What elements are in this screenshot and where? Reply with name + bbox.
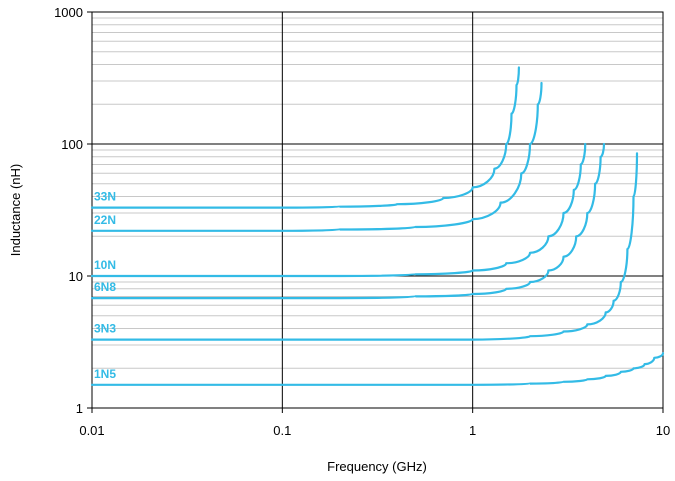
y-axis-tick-labels: 1 10 100 1000 bbox=[54, 5, 83, 416]
series-line-6n8 bbox=[90, 142, 606, 300]
series-line-22n bbox=[90, 81, 543, 232]
series-label-33n: 33N bbox=[94, 190, 116, 204]
series-lines bbox=[90, 66, 665, 386]
y-tick-label: 100 bbox=[61, 137, 83, 152]
x-axis-tick-labels: 0.01 0.1 1 10 bbox=[79, 423, 670, 438]
y-tick-label: 10 bbox=[69, 269, 83, 284]
series-label-22n: 22N bbox=[94, 213, 116, 227]
major-gridlines bbox=[87, 11, 664, 413]
x-tick-label: 0.01 bbox=[79, 423, 104, 438]
minor-gridlines bbox=[92, 17, 663, 369]
series-line-10n bbox=[90, 142, 587, 278]
series-line-3n3 bbox=[90, 152, 639, 341]
y-tick-label: 1 bbox=[76, 401, 83, 416]
series-label-1n5: 1N5 bbox=[94, 367, 116, 381]
x-axis-title: Frequency (GHz) bbox=[327, 459, 427, 474]
y-axis-title: Inductance (nH) bbox=[8, 164, 23, 257]
series-label-3n3: 3N3 bbox=[94, 322, 116, 336]
x-tick-label: 1 bbox=[469, 423, 476, 438]
x-tick-label: 10 bbox=[656, 423, 670, 438]
series-labels: 33N 22N 10N 6N8 3N3 1N5 bbox=[94, 190, 116, 381]
y-tick-label: 1000 bbox=[54, 5, 83, 20]
series-label-10n: 10N bbox=[94, 258, 116, 272]
series-line-1n5 bbox=[90, 352, 665, 386]
plot-area-frame bbox=[91, 11, 664, 409]
series-line-33n bbox=[90, 66, 520, 209]
series-label-6n8: 6N8 bbox=[94, 280, 116, 294]
x-tick-label: 0.1 bbox=[273, 423, 291, 438]
